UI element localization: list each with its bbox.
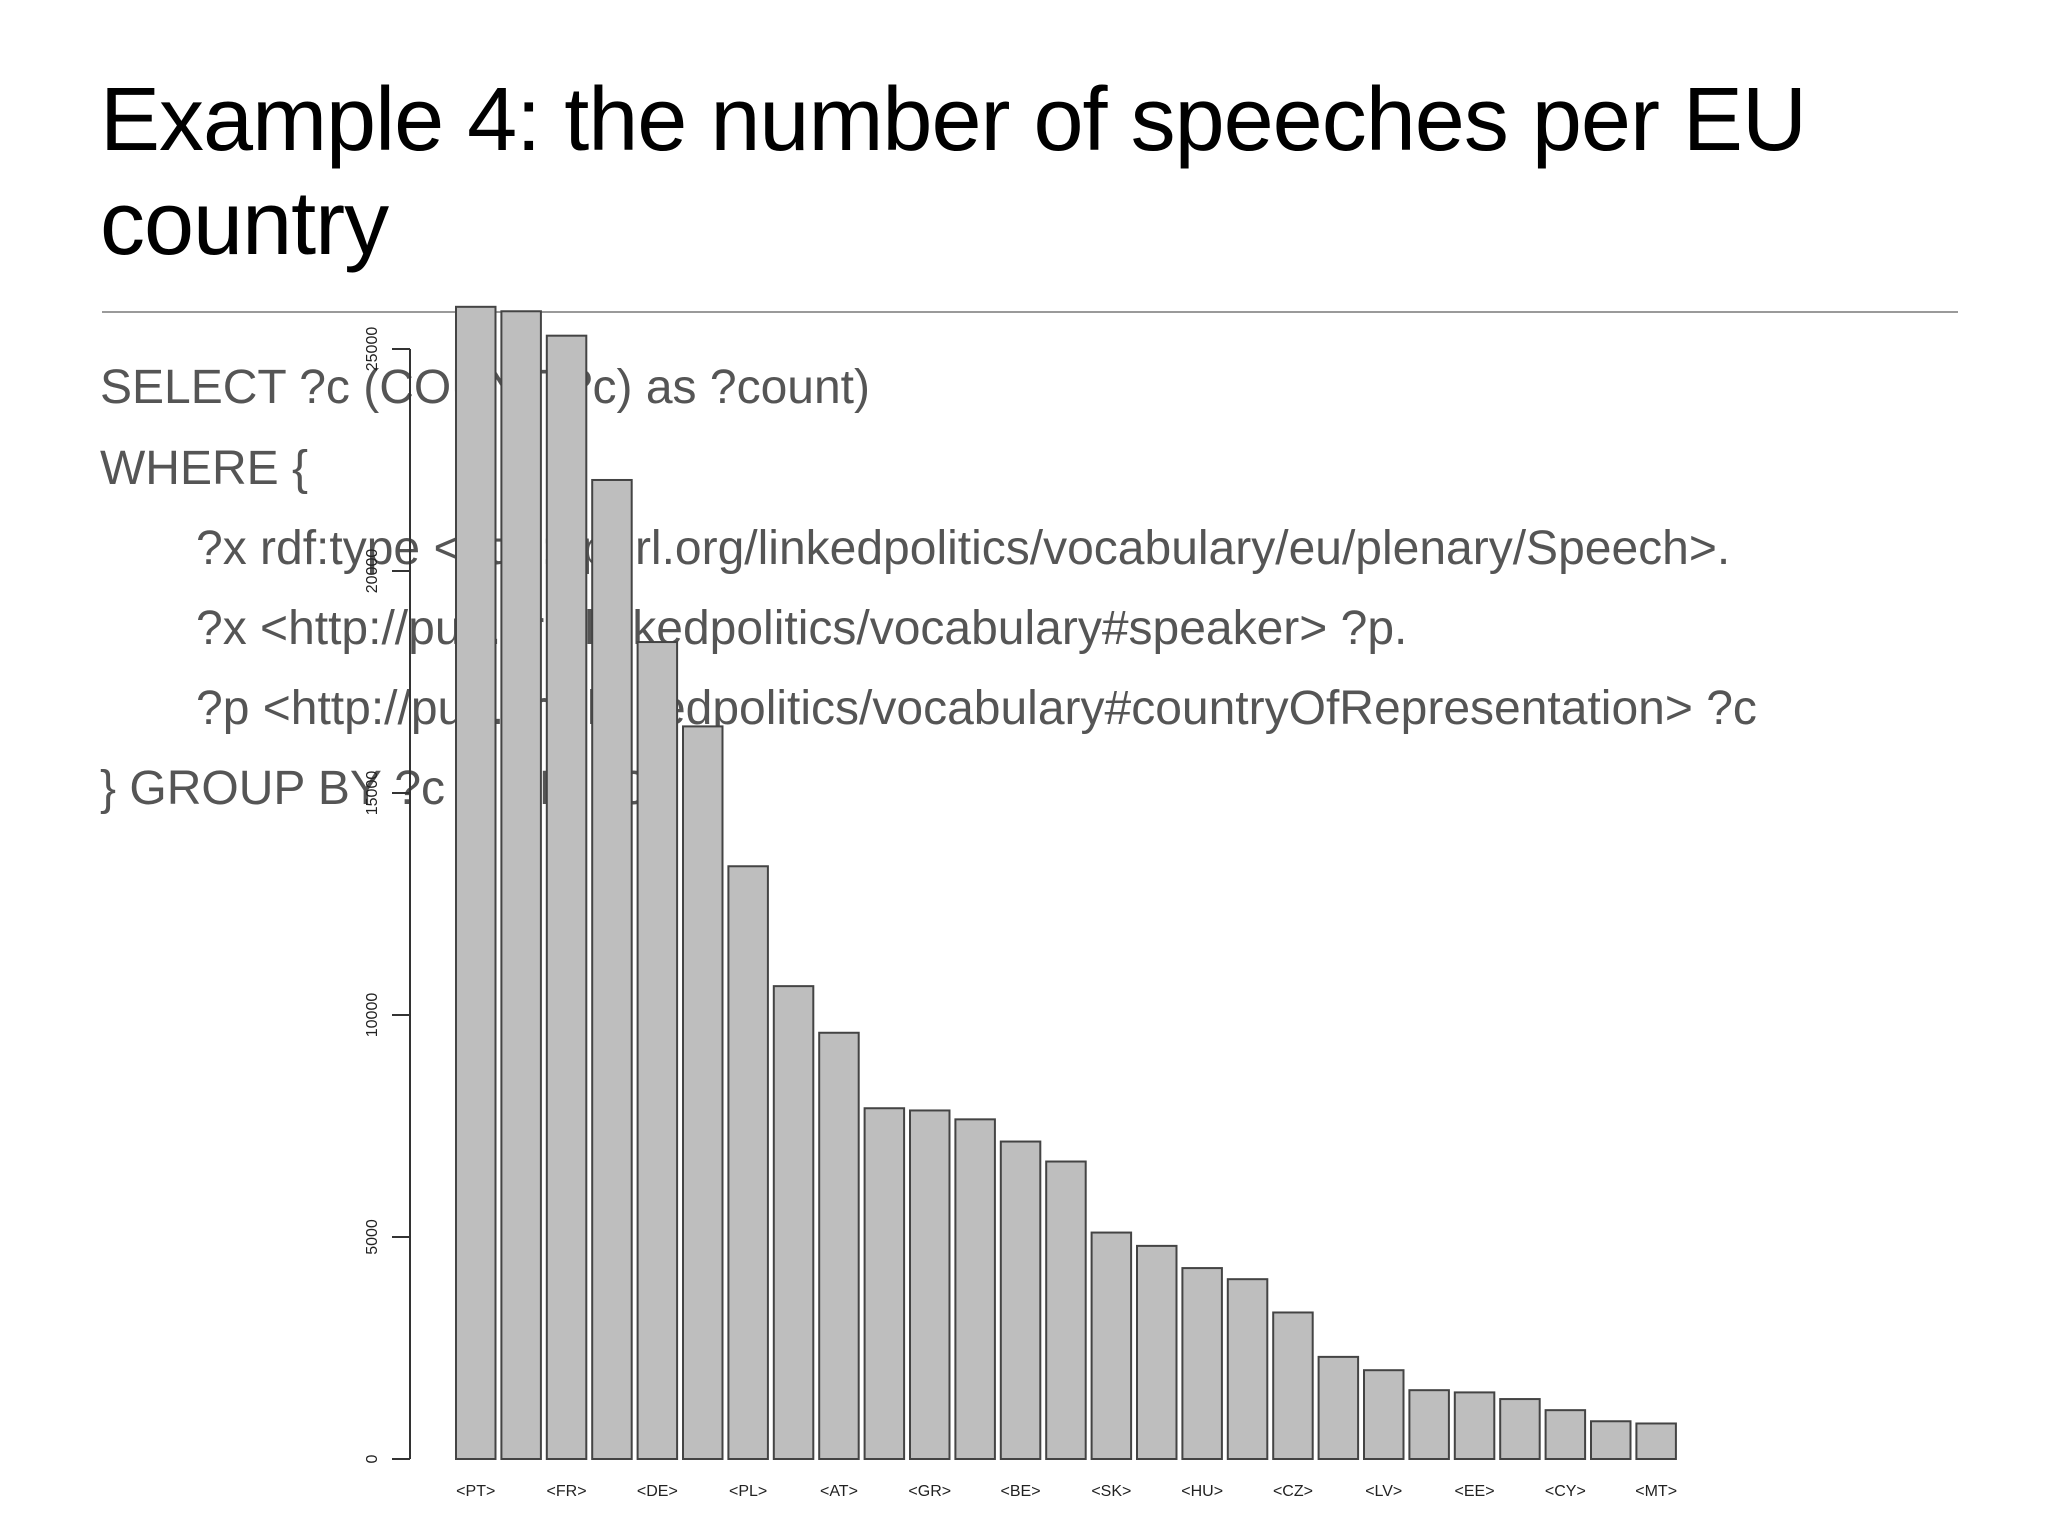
bar <box>1635 1422 1677 1460</box>
title-divider <box>102 311 1958 313</box>
slide-title: Example 4: the number of speeches per EU… <box>100 70 1807 274</box>
bar <box>500 310 542 1460</box>
query-line-speaker: ?x <http://purl.org/linkedpolitics/vocab… <box>196 602 1408 655</box>
y-tick-label: 10000 <box>364 993 381 1038</box>
bar <box>1272 1311 1314 1460</box>
bar <box>1090 1231 1133 1461</box>
bar <box>999 1140 1042 1461</box>
x-tick-label: <EE> <box>1455 1483 1495 1500</box>
x-tick-label: <FR> <box>547 1483 587 1500</box>
bar <box>1544 1409 1587 1461</box>
y-tick-label: 20000 <box>364 549 381 594</box>
bar <box>1363 1369 1405 1460</box>
bar <box>1453 1391 1496 1461</box>
bars <box>455 305 1677 1461</box>
bar <box>863 1107 906 1460</box>
bar <box>909 1109 951 1460</box>
bar <box>1045 1160 1087 1461</box>
bar <box>1136 1244 1178 1460</box>
bar <box>1226 1278 1269 1461</box>
x-tick-label: <LV> <box>1365 1483 1402 1500</box>
y-tick-label: 25000 <box>364 327 381 372</box>
bar <box>682 725 724 1460</box>
x-tick-label: <AT> <box>820 1483 858 1500</box>
query-line-where: WHERE { <box>100 442 309 495</box>
bar <box>1317 1355 1360 1461</box>
x-tick-label: <MT> <box>1635 1483 1677 1500</box>
bar <box>1408 1389 1450 1461</box>
x-tick-label: <HU> <box>1181 1483 1223 1500</box>
x-tick-label: <SK> <box>1091 1483 1131 1500</box>
x-tick-label: <PL> <box>729 1483 767 1500</box>
bar <box>727 865 769 1460</box>
bar <box>591 478 633 1461</box>
y-axis: 0 5000 10000 15000 20000 25000 <box>364 327 411 1463</box>
x-tick-label: <CZ> <box>1273 1483 1313 1500</box>
query-line-type: ?x rdf:type <http://purl.org/linkedpolit… <box>196 522 1731 575</box>
y-tick-label: 5000 <box>364 1219 381 1255</box>
bar <box>1181 1267 1223 1460</box>
bar <box>455 305 497 1461</box>
x-tick-label: <PT> <box>456 1483 495 1500</box>
bar <box>772 985 815 1460</box>
bar <box>818 1031 860 1460</box>
y-tick-label: 15000 <box>364 771 381 816</box>
bar <box>636 641 679 1460</box>
x-tick-label: <CY> <box>1545 1483 1586 1500</box>
bar <box>954 1118 996 1460</box>
bar <box>1590 1420 1632 1461</box>
x-tick-label: <DE> <box>637 1483 678 1500</box>
x-axis-labels: <PT> <FR> <DE> <PL> <AT> <GR> <BE> <SK> <HU> <CZ>… <box>456 1483 1677 1500</box>
x-tick-label: <GR> <box>908 1483 951 1500</box>
bar <box>1499 1398 1541 1461</box>
y-tick-label: 0 <box>364 1454 381 1463</box>
bar <box>545 334 588 1460</box>
x-tick-label: <BE> <box>1001 1483 1041 1500</box>
